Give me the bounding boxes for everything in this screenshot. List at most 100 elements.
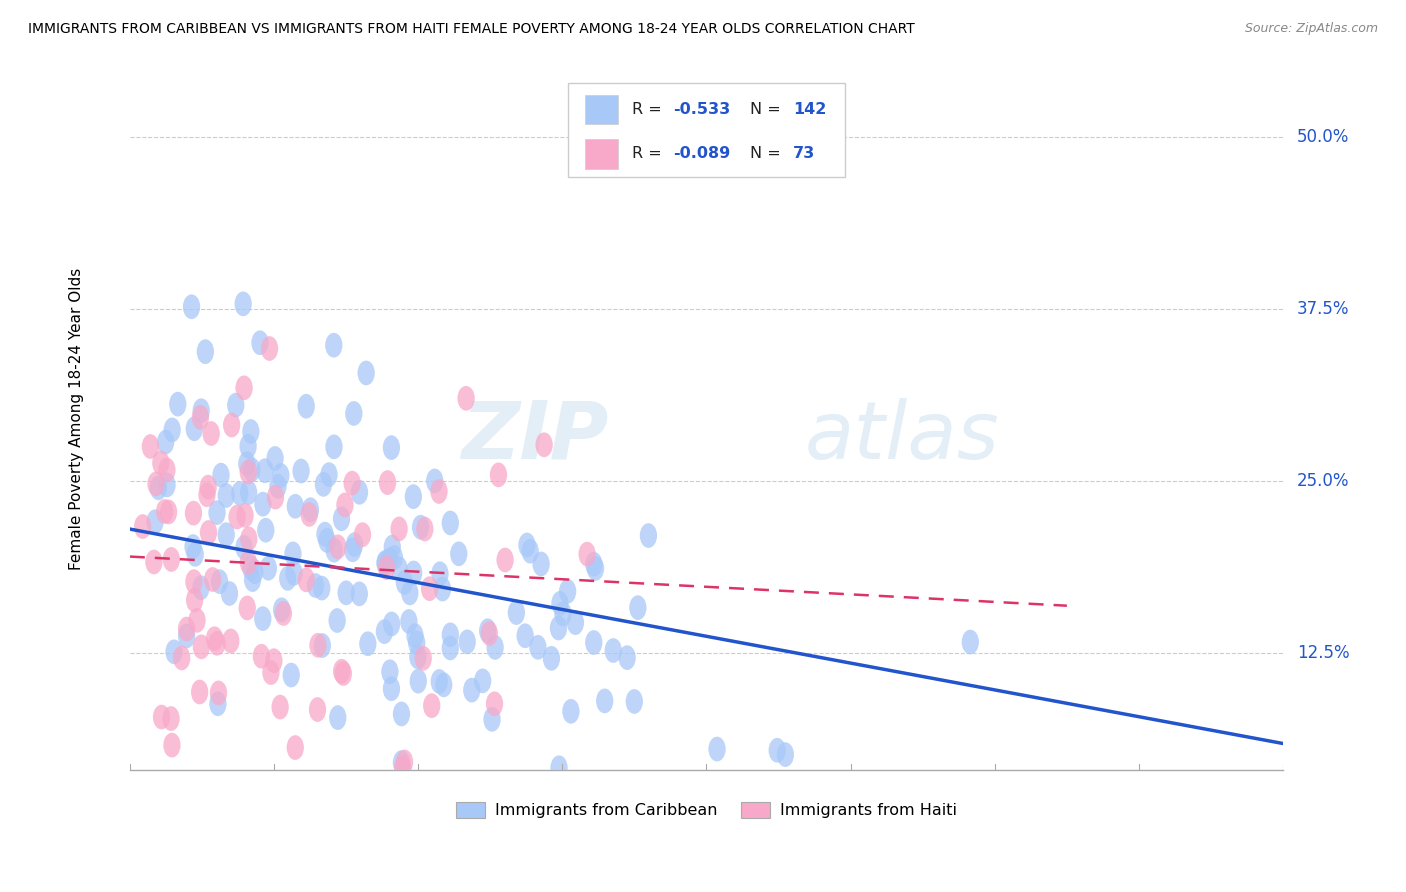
FancyBboxPatch shape xyxy=(585,139,617,169)
Ellipse shape xyxy=(543,646,560,671)
Ellipse shape xyxy=(243,567,262,592)
Text: 25.0%: 25.0% xyxy=(1296,472,1350,490)
Ellipse shape xyxy=(239,434,257,458)
Text: ZIP: ZIP xyxy=(461,398,609,475)
Ellipse shape xyxy=(412,515,429,540)
Ellipse shape xyxy=(434,577,451,601)
Ellipse shape xyxy=(769,738,786,763)
Ellipse shape xyxy=(394,756,412,780)
Ellipse shape xyxy=(242,419,260,444)
Ellipse shape xyxy=(179,616,195,641)
Ellipse shape xyxy=(183,294,200,319)
Ellipse shape xyxy=(153,705,170,730)
Ellipse shape xyxy=(359,632,377,657)
Ellipse shape xyxy=(271,695,288,720)
Ellipse shape xyxy=(441,510,458,535)
Ellipse shape xyxy=(243,458,260,483)
Ellipse shape xyxy=(578,541,596,566)
Ellipse shape xyxy=(205,626,224,651)
Ellipse shape xyxy=(285,561,302,586)
Ellipse shape xyxy=(240,480,257,505)
Ellipse shape xyxy=(239,459,257,484)
Ellipse shape xyxy=(405,560,422,585)
Ellipse shape xyxy=(235,292,252,317)
Ellipse shape xyxy=(416,516,433,541)
Ellipse shape xyxy=(592,840,610,865)
Ellipse shape xyxy=(193,634,209,659)
Ellipse shape xyxy=(392,702,411,726)
Ellipse shape xyxy=(278,566,297,591)
Ellipse shape xyxy=(382,612,401,636)
Ellipse shape xyxy=(184,500,202,525)
Ellipse shape xyxy=(186,588,204,613)
Ellipse shape xyxy=(253,644,270,669)
Ellipse shape xyxy=(200,520,217,545)
Ellipse shape xyxy=(430,479,447,504)
Ellipse shape xyxy=(375,619,394,644)
Ellipse shape xyxy=(415,646,432,671)
Ellipse shape xyxy=(284,541,302,566)
Ellipse shape xyxy=(344,538,361,562)
Ellipse shape xyxy=(184,534,201,559)
Ellipse shape xyxy=(239,596,256,620)
Ellipse shape xyxy=(385,545,404,570)
Ellipse shape xyxy=(209,691,226,716)
Ellipse shape xyxy=(392,750,411,775)
Text: N =: N = xyxy=(751,146,786,161)
Ellipse shape xyxy=(166,640,183,665)
Ellipse shape xyxy=(419,802,436,827)
Ellipse shape xyxy=(163,732,180,757)
Ellipse shape xyxy=(145,549,163,574)
Ellipse shape xyxy=(529,635,547,660)
Ellipse shape xyxy=(432,561,449,586)
Ellipse shape xyxy=(382,676,401,701)
Ellipse shape xyxy=(221,581,238,606)
Ellipse shape xyxy=(301,502,318,527)
Ellipse shape xyxy=(186,569,202,594)
Ellipse shape xyxy=(298,567,315,592)
Ellipse shape xyxy=(212,463,229,488)
Ellipse shape xyxy=(309,633,326,657)
Text: 142: 142 xyxy=(793,102,827,117)
Ellipse shape xyxy=(209,681,228,706)
Ellipse shape xyxy=(396,749,413,774)
Ellipse shape xyxy=(152,450,170,475)
Ellipse shape xyxy=(489,462,508,487)
Text: 50.0%: 50.0% xyxy=(1296,128,1350,146)
Ellipse shape xyxy=(640,524,657,548)
Ellipse shape xyxy=(457,386,475,410)
Ellipse shape xyxy=(254,607,271,631)
Ellipse shape xyxy=(381,547,398,572)
Ellipse shape xyxy=(235,376,253,401)
Ellipse shape xyxy=(266,446,284,471)
Ellipse shape xyxy=(554,601,572,626)
Ellipse shape xyxy=(329,534,346,559)
Text: -0.533: -0.533 xyxy=(673,102,730,117)
Ellipse shape xyxy=(458,630,475,654)
Ellipse shape xyxy=(208,500,225,525)
Ellipse shape xyxy=(709,737,725,762)
Ellipse shape xyxy=(354,523,371,547)
Ellipse shape xyxy=(163,417,181,442)
Ellipse shape xyxy=(235,535,253,559)
Ellipse shape xyxy=(240,526,257,551)
Ellipse shape xyxy=(187,542,204,566)
Ellipse shape xyxy=(228,392,245,417)
Ellipse shape xyxy=(430,669,449,694)
Ellipse shape xyxy=(156,499,173,524)
Ellipse shape xyxy=(484,707,501,731)
Ellipse shape xyxy=(350,582,368,607)
Ellipse shape xyxy=(163,547,180,572)
Ellipse shape xyxy=(186,417,202,442)
Ellipse shape xyxy=(179,624,195,648)
Ellipse shape xyxy=(222,629,239,653)
Ellipse shape xyxy=(254,491,271,516)
Ellipse shape xyxy=(441,623,458,648)
FancyBboxPatch shape xyxy=(568,83,845,178)
Ellipse shape xyxy=(314,575,330,600)
Ellipse shape xyxy=(191,680,208,705)
Ellipse shape xyxy=(224,413,240,437)
Text: Source: ZipAtlas.com: Source: ZipAtlas.com xyxy=(1244,22,1378,36)
Ellipse shape xyxy=(962,630,979,655)
Ellipse shape xyxy=(309,698,326,722)
